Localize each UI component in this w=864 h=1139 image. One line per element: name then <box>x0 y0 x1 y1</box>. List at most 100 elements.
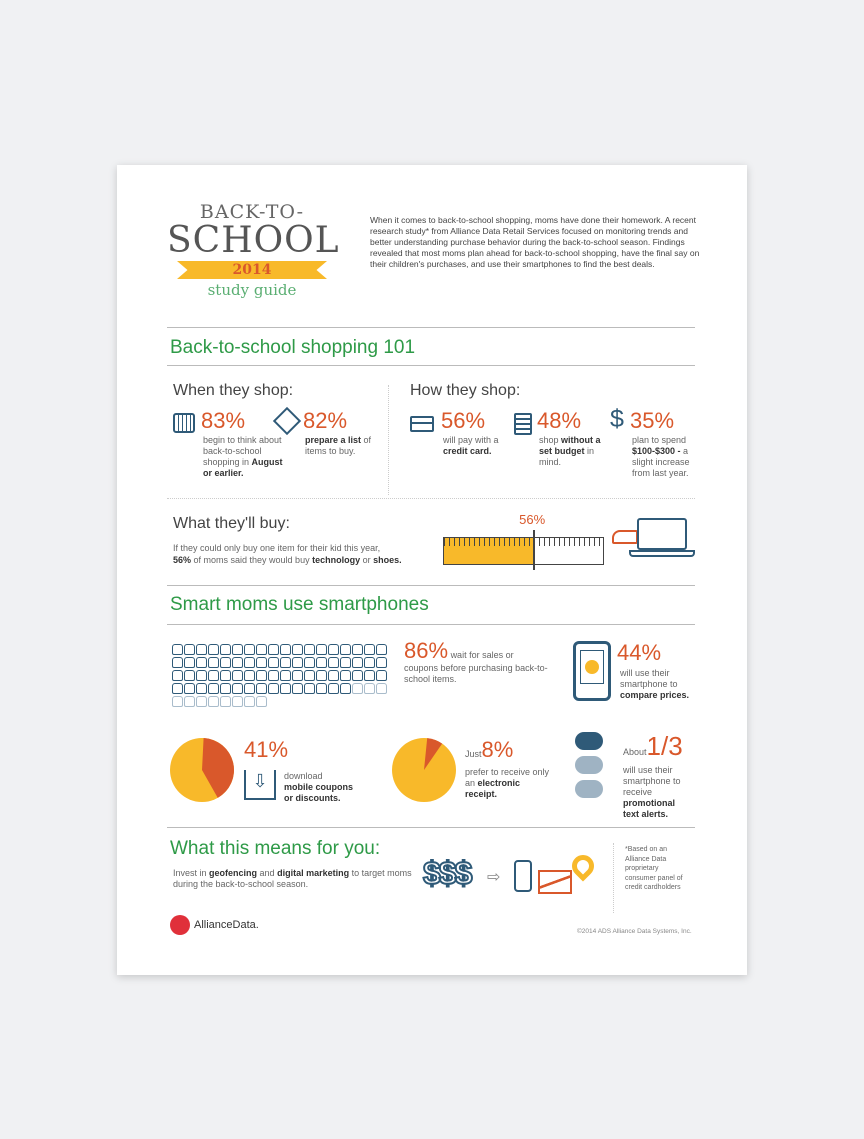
pie-slice <box>202 738 234 798</box>
how-title: How they shop: <box>410 382 521 399</box>
coupon-icon <box>196 696 207 707</box>
coupon-icon <box>376 683 387 694</box>
stat-41-text: download mobile coupons or discounts. <box>284 771 354 803</box>
coupon-icon <box>292 657 303 668</box>
ruler-label: 56% <box>519 512 546 527</box>
stat-56: 56% <box>441 408 486 433</box>
shoe-icon <box>612 530 638 544</box>
coupon-icon <box>244 670 255 681</box>
coupon-icon <box>340 644 351 655</box>
buy-title: What they'll buy: <box>173 515 290 532</box>
coupon-icon <box>208 696 219 707</box>
stat-86: 86% <box>404 638 449 663</box>
when-title: When they shop: <box>173 382 294 399</box>
copyright: ©2014 ADS Alliance Data Systems, Inc. <box>577 928 692 935</box>
coupon-icon <box>172 683 183 694</box>
coupon-icon <box>184 657 195 668</box>
ruler-marker <box>533 530 536 570</box>
stat-44-text: will use their smartphone to compare pri… <box>620 668 690 700</box>
laptop-icon <box>637 518 687 550</box>
coupon-icon <box>244 644 255 655</box>
coupon-icon <box>292 683 303 694</box>
coupon-icon <box>304 644 315 655</box>
stat-8: Just8% <box>465 737 514 762</box>
coupon-icon-grid <box>172 644 388 707</box>
subtitle: study guide <box>207 281 297 299</box>
coupon-icon <box>220 683 231 694</box>
coupon-icon <box>364 670 375 681</box>
stat-41: 41% <box>244 737 289 762</box>
coupon-icon <box>220 644 231 655</box>
location-pin-icon <box>567 850 599 882</box>
infographic-page: BACK-TO- SCHOOL 2014 study guide When it… <box>117 165 747 975</box>
calendar-icon <box>173 413 195 433</box>
coupon-icon <box>304 670 315 681</box>
stat-82-text: prepare a list of items to buy. <box>305 435 372 456</box>
coupon-icon <box>328 644 339 655</box>
alliancedata-logo: AllianceData. <box>170 915 259 935</box>
laptop-base <box>629 550 695 557</box>
section-title-shopping: Back-to-school shopping 101 <box>170 337 416 358</box>
coupon-icon <box>280 683 291 694</box>
smartphone-icon <box>573 641 611 701</box>
coupon-icon <box>268 644 279 655</box>
coupon-icon <box>244 696 255 707</box>
phone-chat-icon <box>514 860 532 892</box>
title-logo: BACK-TO- SCHOOL 2014 study guide <box>167 201 340 299</box>
coupon-icon <box>172 644 183 655</box>
calculator-icon <box>514 413 532 435</box>
coupon-icon <box>196 644 207 655</box>
coupon-icon <box>340 683 351 694</box>
coupon-icon <box>208 670 219 681</box>
coupon-icon <box>280 644 291 655</box>
coupon-icon <box>352 657 363 668</box>
coupon-icon <box>220 670 231 681</box>
coupon-icon <box>352 670 363 681</box>
title-line1: BACK-TO- <box>199 201 305 223</box>
coupon-icon <box>256 696 267 707</box>
stat-83: 83% <box>201 408 246 433</box>
coupon-icon <box>208 657 219 668</box>
coupon-icon <box>292 644 303 655</box>
coupon-icon <box>208 644 219 655</box>
coupon-icon <box>328 670 339 681</box>
coupon-icon <box>316 657 327 668</box>
dollar-signs-icon: $$$ <box>422 854 473 892</box>
coupon-icon <box>184 670 195 681</box>
coupon-icon <box>208 683 219 694</box>
stat-82: 82% <box>303 408 348 433</box>
coupon-icon <box>352 683 363 694</box>
stat-44: 44% <box>617 640 662 665</box>
logo-text: AllianceData. <box>194 919 259 931</box>
title-line2: SCHOOL <box>167 220 340 261</box>
ruler <box>443 537 604 565</box>
year-banner: 2014 <box>177 261 327 279</box>
section-title-means: What this means for you: <box>170 838 381 859</box>
coupon-icon <box>196 683 207 694</box>
coupon-icon <box>220 696 231 707</box>
coupon-icon <box>268 657 279 668</box>
coupon-icon <box>376 644 387 655</box>
coupon-icon <box>196 657 207 668</box>
arrow-icon: ⇨ <box>487 869 501 886</box>
coupon-icon <box>328 657 339 668</box>
coupon-icon <box>316 683 327 694</box>
intro-text: When it comes to back-to-school shopping… <box>370 215 700 269</box>
credit-card-icon <box>410 416 434 432</box>
coupon-icon <box>172 670 183 681</box>
coupon-icon <box>232 683 243 694</box>
stat-86-block: 86% wait for sales or coupons before pur… <box>404 639 549 685</box>
coupon-icon <box>304 683 315 694</box>
coupon-icon <box>256 683 267 694</box>
chat-bubble-icons <box>575 732 607 798</box>
stat-56-text: will pay with a credit card. <box>443 435 499 456</box>
coupon-icon <box>184 696 195 707</box>
coupon-icon <box>172 657 183 668</box>
coupon-icon <box>376 657 387 668</box>
stat-35-text: plan to spend $100-$300 - a slight incre… <box>632 435 690 478</box>
coupon-icon <box>376 670 387 681</box>
coupon-icon <box>340 657 351 668</box>
coupon-icon <box>244 683 255 694</box>
coupon-icon <box>280 657 291 668</box>
coupon-icon <box>232 670 243 681</box>
